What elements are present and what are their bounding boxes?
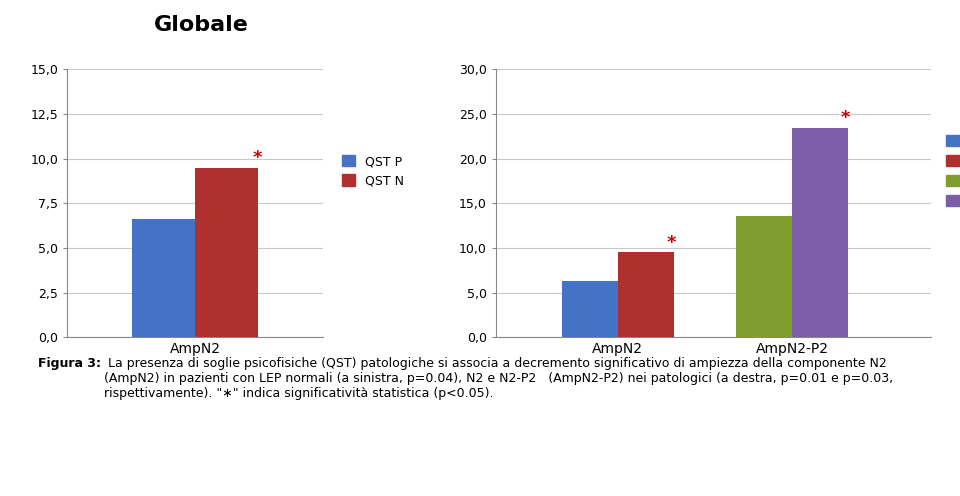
Text: *: *	[841, 110, 851, 127]
Text: Globale: Globale	[155, 15, 249, 35]
Bar	[618, 252, 674, 337]
Bar	[563, 281, 618, 337]
Text: Figura 3:: Figura 3:	[38, 357, 102, 370]
Text: *: *	[252, 149, 262, 167]
Bar	[736, 216, 792, 337]
Bar	[132, 219, 195, 337]
Bar	[792, 128, 848, 337]
Legend: QST P, QST N, QST P, QST N: QST P, QST N, QST P, QST N	[947, 135, 960, 207]
Legend: QST P, QST N: QST P, QST N	[343, 155, 404, 187]
Text: *: *	[666, 234, 676, 252]
Text: La presenza di soglie psicofisiche (QST) patologiche si associa a decremento sig: La presenza di soglie psicofisiche (QST)…	[104, 357, 893, 400]
Bar	[195, 168, 258, 337]
